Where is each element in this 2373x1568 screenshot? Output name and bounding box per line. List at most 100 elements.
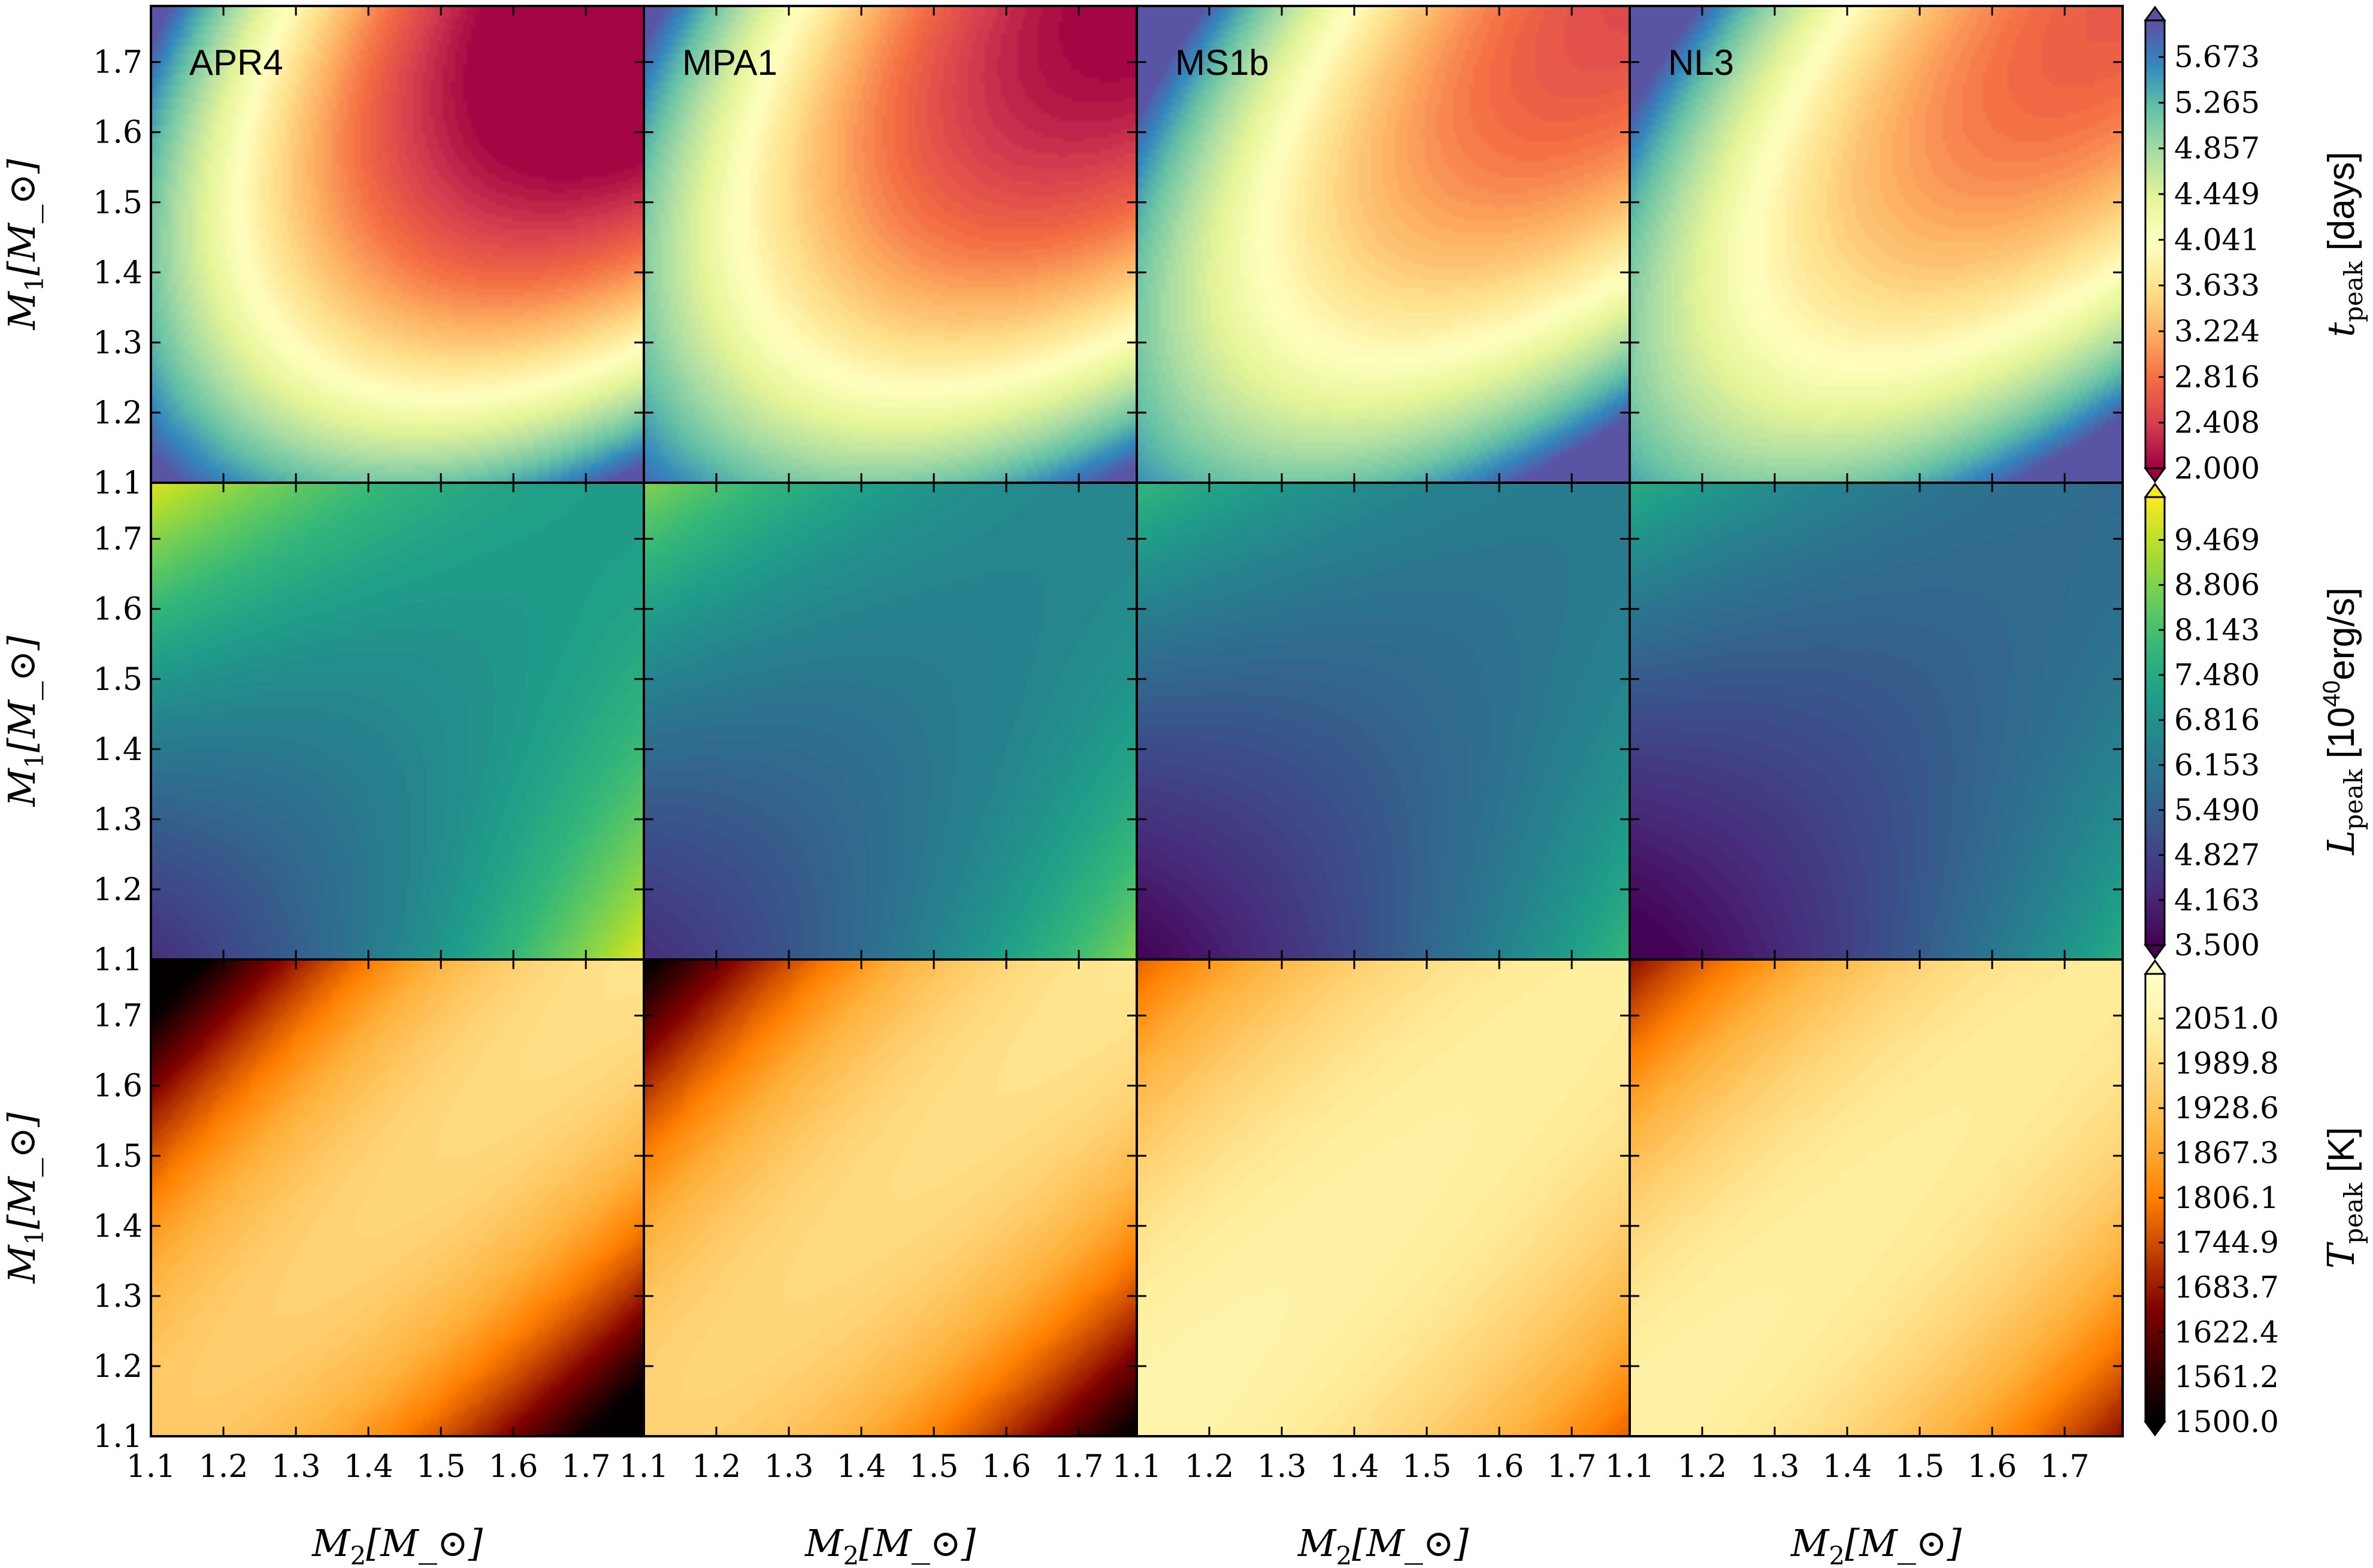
colorbar-extend-bottom <box>2144 467 2166 483</box>
heatmap-T_peak-NL3 <box>1630 959 2123 1436</box>
x-tick-label: 1.4 <box>344 1449 394 1485</box>
heatmap-T_peak-MS1b <box>1137 959 1630 1436</box>
y-tick-label: 1.1 <box>93 1419 143 1455</box>
heatmap-T_peak-APR4 <box>151 959 644 1436</box>
colorbar-tick-label: 5.265 <box>2174 85 2260 120</box>
x-tick-label: 1.6 <box>1475 1449 1524 1485</box>
colorbar-extend-bottom <box>2144 944 2166 960</box>
heatmap-L_peak-APR4 <box>151 483 644 959</box>
y-tick-label: 1.4 <box>93 1209 143 1245</box>
colorbars: 2.000 2.408 2.816 3.224 3.633 4.041 4.449 4.857… <box>2144 5 2368 1439</box>
colorbar-tick-label: 2.816 <box>2174 359 2260 394</box>
colorbar-label-T_peak: Tpeak [K] <box>2319 1127 2368 1269</box>
x-tick-label: 1.7 <box>561 1449 611 1485</box>
heatmap-t_peak-NL3 <box>1630 6 2123 483</box>
colorbar-tick-label: 2.408 <box>2174 405 2260 440</box>
x-tick-label: 1.6 <box>982 1449 1031 1485</box>
panels-group <box>151 6 2123 1436</box>
y-tick-label: 1.5 <box>93 662 143 698</box>
heatmap-L_peak-NL3 <box>1630 483 2123 959</box>
x-tick-label: 1.2 <box>692 1449 741 1485</box>
colorbar-tick-label: 6.153 <box>2174 747 2260 782</box>
colorbar-tick-label: 4.449 <box>2174 177 2260 211</box>
colorbar-extend-top <box>2144 482 2166 498</box>
x-tick-label: 1.4 <box>1330 1449 1379 1485</box>
colorbar-tick-label: 4.857 <box>2174 131 2260 166</box>
colorbar-L_peak <box>2144 496 2166 946</box>
y-tick-label: 1.5 <box>93 185 143 221</box>
colorbar-tick-label: 8.143 <box>2174 613 2260 647</box>
colorbar-t_peak <box>2144 19 2166 470</box>
x-axis-label: M2[M_⊙] <box>804 1521 976 1568</box>
panel-frame-T_peak-NL3 <box>1629 958 2124 1437</box>
heatmap-t_peak-MS1b <box>1137 6 1630 483</box>
x-tick-label: 1.1 <box>619 1449 669 1485</box>
axis-ticks: 1.1 1.2 1.3 1.4 1.5 1.6 1.7 M1[M_⊙] 1.1 1.2 1.3 1.4… <box>0 6 2123 1568</box>
y-tick-label: 1.7 <box>93 998 143 1034</box>
x-tick-label: 1.2 <box>199 1449 249 1485</box>
heatmap-t_peak-MPA1 <box>644 6 1137 483</box>
y-tick-label: 1.3 <box>93 802 143 838</box>
y-axis-label: M1[M_⊙] <box>0 1112 49 1284</box>
y-tick-label: 1.7 <box>93 522 143 558</box>
heatmap-T_peak-MPA1 <box>644 959 1137 1436</box>
panel-label-MS1b: MS1b <box>1175 43 1269 83</box>
x-tick-label: 1.3 <box>1257 1449 1307 1485</box>
x-axis-label: M2[M_⊙] <box>1790 1521 1962 1568</box>
x-tick-label: 1.3 <box>271 1449 321 1485</box>
colorbar-tick-label: 1683.7 <box>2174 1270 2279 1304</box>
x-tick-label: 1.3 <box>764 1449 814 1485</box>
x-tick-label: 1.1 <box>126 1449 176 1485</box>
y-tick-label: 1.4 <box>93 732 143 768</box>
x-tick-label: 1.2 <box>1678 1449 1727 1485</box>
x-tick-label: 1.5 <box>1895 1449 1945 1485</box>
colorbar-tick-label: 1744.9 <box>2174 1225 2279 1260</box>
x-tick-label: 1.1 <box>1112 1449 1162 1485</box>
x-tick-label: 1.5 <box>909 1449 959 1485</box>
colorbar-tick-label: 1928.6 <box>2174 1091 2279 1125</box>
y-tick-label: 1.6 <box>93 115 143 151</box>
colorbar-tick-label: 5.673 <box>2174 40 2260 74</box>
colorbar-tick-label: 1806.1 <box>2174 1180 2279 1215</box>
x-axis-label: M2[M_⊙] <box>1297 1521 1469 1568</box>
colorbar-tick-label: 2051.0 <box>2174 1001 2279 1036</box>
colorbar-tick-label: 8.806 <box>2174 568 2260 603</box>
colorbar-tick-label: 1867.3 <box>2174 1136 2279 1170</box>
colorbar-extend-top <box>2144 959 2166 975</box>
y-tick-label: 1.5 <box>93 1139 143 1175</box>
y-tick-label: 1.1 <box>93 942 143 978</box>
heatmap-t_peak-APR4 <box>151 6 644 483</box>
y-tick-label: 1.3 <box>93 1279 143 1315</box>
y-tick-label: 1.2 <box>93 395 143 431</box>
colorbar-tick-label: 1622.4 <box>2174 1315 2279 1349</box>
x-tick-label: 1.4 <box>837 1449 886 1485</box>
x-tick-label: 1.6 <box>1968 1449 2017 1485</box>
y-axis-label: M1[M_⊙] <box>0 635 49 807</box>
colorbar-tick-label: 6.816 <box>2174 703 2260 737</box>
x-tick-label: 1.2 <box>1185 1449 1234 1485</box>
x-tick-label: 1.1 <box>1605 1449 1655 1485</box>
x-tick-label: 1.6 <box>489 1449 538 1485</box>
heatmap-L_peak-MS1b <box>1137 483 1630 959</box>
colorbar-tick-label: 2.000 <box>2174 451 2260 486</box>
y-tick-label: 1.2 <box>93 1349 143 1385</box>
x-axis-label: M2[M_⊙] <box>311 1521 483 1568</box>
x-tick-label: 1.7 <box>1547 1449 1597 1485</box>
y-tick-label: 1.7 <box>93 45 143 81</box>
colorbar-tick-label: 9.469 <box>2174 523 2260 558</box>
colorbar-tick-label: 4.827 <box>2174 838 2260 873</box>
x-tick-label: 1.5 <box>1402 1449 1452 1485</box>
y-axis-label: M1[M_⊙] <box>0 159 49 331</box>
colorbar-label-t_peak: tpeak [days] <box>2319 152 2368 337</box>
heatmap-L_peak-MPA1 <box>644 483 1137 959</box>
colorbar-tick-label: 3.500 <box>2174 928 2260 962</box>
y-tick-label: 1.3 <box>93 325 143 361</box>
colorbar-tick-label: 3.633 <box>2174 268 2260 303</box>
x-tick-label: 1.7 <box>2040 1449 2090 1485</box>
colorbar-tick-label: 5.490 <box>2174 792 2260 827</box>
colorbar-tick-label: 4.163 <box>2174 883 2260 918</box>
colorbar-tick-label: 1989.8 <box>2174 1046 2279 1080</box>
colorbar-tick-label: 1500.0 <box>2174 1404 2279 1439</box>
colorbar-label-L_peak: Lpeak [1040erg/s] <box>2318 588 2368 855</box>
